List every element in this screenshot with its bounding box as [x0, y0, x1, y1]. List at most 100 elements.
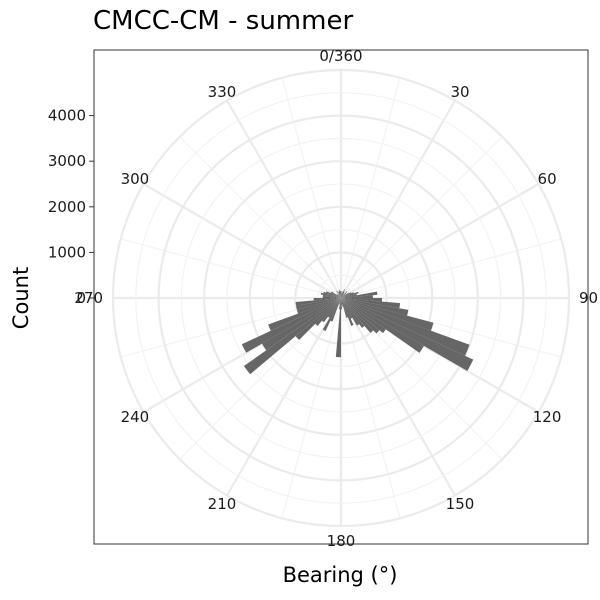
bar-bin-310: [336, 294, 341, 298]
bar-bin-345: [338, 289, 341, 298]
bar-bin-155: [341, 298, 354, 326]
bar-bin-295: [330, 292, 341, 298]
bar-bin-290: [326, 291, 341, 298]
bar-bin-125: [341, 298, 386, 334]
outer-grid-circle: [111, 68, 571, 528]
major-grid-circle: [248, 205, 434, 391]
bar-bin-10: [341, 292, 343, 298]
bar-bin-230: [243, 298, 341, 375]
bar-bin-305: [336, 294, 341, 298]
x-axis-title: Bearing (°): [283, 563, 398, 587]
bar-bin-115: [341, 298, 474, 371]
bar-bin-175: [341, 298, 342, 310]
bearing-label: 0/360: [319, 47, 362, 65]
bar-bin-225: [295, 298, 341, 340]
polar-grid: [111, 68, 571, 528]
bearing-label: 210: [208, 495, 237, 513]
minor-grid-circle: [135, 92, 547, 504]
bar-bin-105: [341, 298, 434, 331]
bar-bin-200: [330, 298, 341, 322]
bearing-label: 330: [208, 83, 237, 101]
bar-bin-160: [341, 298, 349, 318]
y-tick-label: 4000: [48, 107, 86, 125]
bar-bin-110: [341, 298, 470, 356]
bearing-label: 180: [327, 532, 356, 550]
bearing-labels: 0/360 30 60 90 120 150 180 210 240 270 300 330: [74, 47, 598, 550]
bar-bin-210: [327, 298, 341, 318]
minor-grid-circle: [272, 229, 410, 367]
bar-bin-185: [339, 298, 341, 310]
bar-bin-275: [322, 294, 341, 298]
bar-bin-75: [341, 293, 357, 298]
bar-bin-245: [268, 298, 341, 331]
y-tick-label: 2000: [48, 198, 86, 216]
minor-grid-circle: [226, 183, 456, 413]
bar-bin-280: [320, 292, 341, 298]
bearing-label: 90: [579, 289, 598, 307]
bar-bin-130: [341, 298, 380, 334]
bar-bin-170: [341, 298, 343, 305]
bearing-label: 30: [450, 83, 469, 101]
major-grid-circle: [203, 160, 479, 436]
bar-bin-120: [341, 298, 424, 353]
bar-bin-150: [341, 298, 353, 319]
bar-bin-315: [338, 295, 341, 298]
bar-bin-50: [341, 295, 345, 298]
bearing-label: 240: [121, 408, 150, 426]
chart-title: CMCC-CM - summer: [93, 6, 354, 36]
bar-bin-165: [341, 298, 344, 307]
bar-bin-180: [335, 298, 341, 358]
bar-bin-350: [339, 291, 341, 298]
y-tick-label: 0: [76, 289, 86, 307]
bar-bin-355: [340, 291, 341, 298]
bar-bin-220: [315, 298, 341, 326]
bearing-label: 150: [446, 495, 475, 513]
bar-bin-55: [341, 292, 349, 298]
bar-bin-65: [341, 292, 354, 298]
bar-bin-60: [341, 292, 352, 298]
bar-bin-285: [323, 291, 341, 298]
bar-bin-90: [341, 298, 383, 302]
bar-bin-80: [341, 291, 378, 298]
bearing-label: 300: [121, 170, 150, 188]
bar-bin-195: [338, 298, 341, 305]
bar-bin-270: [322, 296, 341, 298]
y-tick-label: 3000: [48, 152, 86, 170]
bar-bin-145: [341, 298, 360, 326]
bar-bin-215: [321, 298, 341, 323]
bar-bin-320: [338, 294, 341, 298]
bearing-label: 60: [538, 170, 557, 188]
bar-bin-340: [338, 291, 341, 298]
bar-bin-30: [341, 293, 345, 298]
bar-bin-25: [341, 291, 345, 298]
bar-bin-95: [341, 298, 401, 309]
y-axis: 0 1000 2000 3000 4000: [48, 107, 94, 307]
bar-bin-330: [338, 293, 341, 298]
major-grid-circle: [157, 114, 525, 482]
bar-bin-335: [338, 291, 341, 298]
bar-bin-300: [331, 291, 341, 298]
bar-bin-325: [336, 290, 341, 298]
bar-bin-250: [296, 298, 341, 314]
bar-bin-235: [262, 298, 341, 351]
bar-bin-135: [341, 298, 374, 333]
bar-bin-45: [341, 293, 347, 298]
bar-bin-85: [341, 295, 373, 298]
bar-bin-15: [341, 291, 344, 298]
bar-bin-265: [313, 298, 341, 301]
y-tick-label: 1000: [48, 243, 86, 261]
bar-bin-100: [341, 298, 409, 316]
bar-bin-40: [341, 291, 348, 298]
bearing-label: 270: [74, 289, 103, 307]
bar-bin-240: [241, 298, 341, 353]
bar-bin-140: [341, 298, 365, 328]
bar-bin-70: [341, 291, 359, 298]
bar-bin-205: [322, 298, 341, 332]
bar-bin-5: [341, 293, 342, 298]
bar-bin-35: [341, 295, 344, 298]
bearing-label: 120: [533, 408, 562, 426]
y-axis-title: Count: [9, 267, 33, 329]
bar-bin-255: [296, 298, 341, 310]
minor-grid-circle: [180, 137, 502, 459]
